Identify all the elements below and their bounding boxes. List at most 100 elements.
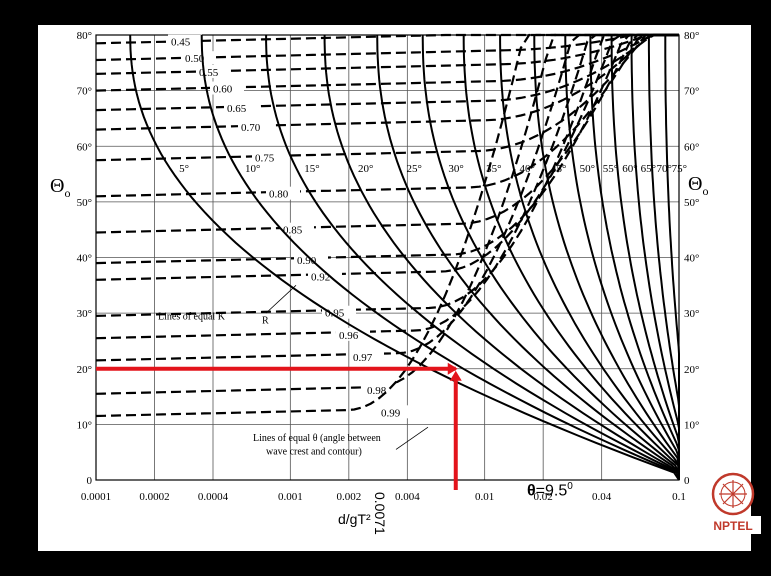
kr-curve <box>95 33 679 265</box>
kr-curve <box>95 33 679 198</box>
x-tick-label: 0.002 <box>336 491 361 503</box>
annotation-kr-arrow <box>265 285 297 314</box>
kr-curve <box>95 33 679 281</box>
y-tick-label-right: 40° <box>684 253 699 265</box>
theta-result: θ=9.50 <box>527 481 573 500</box>
kr-label-bg <box>238 120 272 134</box>
x-axis-label: d/gT² <box>338 511 371 527</box>
theta-curve-label: 45° <box>551 163 566 175</box>
theta-curve-label: 40° <box>520 163 535 175</box>
kr-curve-label: 0.98 <box>367 385 387 397</box>
theta-symbol: θ <box>527 482 536 500</box>
theta-curve-label: 25° <box>407 163 422 175</box>
kr-curve-label: 0.55 <box>199 67 219 79</box>
nptel-logo: NPTEL <box>705 472 761 534</box>
x-tick-label: 0.01 <box>475 491 494 503</box>
x-tick-label: 0.1 <box>672 491 686 503</box>
theta-curve <box>499 35 680 480</box>
y-axis-label-left: Θo <box>50 175 71 200</box>
theta-curve-label: 20° <box>358 163 373 175</box>
y-tick-label-left: 10° <box>77 419 92 431</box>
theta-curve <box>376 34 680 480</box>
y-tick-label-right: 10° <box>684 419 699 431</box>
annotation-theta-line2: wave crest and contour) <box>266 446 362 457</box>
y-tick-label-right: 60° <box>684 141 699 153</box>
theta-curve <box>533 35 680 480</box>
x-tick-label: 0.004 <box>395 491 420 503</box>
theta-curve <box>630 35 680 480</box>
kr-curve-label: 0.65 <box>227 103 247 115</box>
kr-chart: 0.45 0.50 0.55 0.60 0.65 0.70 0.75 0.80 0.85 0.90… <box>77 30 700 503</box>
kr-label-bg <box>168 34 202 48</box>
y-tick-label-right: 0 <box>684 475 690 487</box>
slide: 0.45 0.50 0.55 0.60 0.65 0.70 0.75 0.80 0.85 0.90… <box>38 25 751 551</box>
theta-curve <box>265 35 680 480</box>
kr-curve-label: 0.80 <box>269 189 289 201</box>
kr-curve-label: 0.92 <box>311 272 330 284</box>
kr-curve-label: 0.96 <box>339 330 359 342</box>
y-tick-label-right: 80° <box>684 30 699 42</box>
kr-curve-label: 0.97 <box>353 352 373 364</box>
kr-label-bg <box>280 222 314 236</box>
kr-curve <box>95 33 679 162</box>
kr-label-bg <box>224 100 258 114</box>
y-tick-label-left: 30° <box>77 308 92 320</box>
kr-curve <box>95 33 679 317</box>
theta-curve <box>664 35 680 480</box>
theta-curve <box>421 34 680 480</box>
kr-label-bg <box>266 186 300 200</box>
kr-curve-label: 0.75 <box>255 153 275 165</box>
theta-curve-label: 75° <box>672 163 687 175</box>
kr-curve-label: 0.45 <box>171 37 191 49</box>
theta-curve-label: 30° <box>448 163 463 175</box>
annotation-theta-arrow <box>395 426 429 450</box>
theta-curve-label: 10° <box>245 163 260 175</box>
y-tick-label-left: 60° <box>77 141 92 153</box>
kr-curve-label: 0.99 <box>381 407 401 419</box>
kr-curve <box>95 33 679 112</box>
theta-curve <box>589 35 680 480</box>
kr-curve-label: 0.60 <box>213 84 233 96</box>
y-tick-label-right: 70° <box>684 86 699 98</box>
kr-curve-label: 0.90 <box>297 255 317 267</box>
x-tick-label: 0.04 <box>592 491 612 503</box>
kr-curve <box>95 33 679 340</box>
x-tick-label: 0.0004 <box>198 491 229 503</box>
theta-curve <box>564 35 680 480</box>
readout-value: 0.0071 <box>372 492 388 535</box>
kr-label-bg <box>210 81 244 95</box>
kr-label-bg <box>252 150 286 164</box>
highlight-arrowhead-up <box>449 370 462 381</box>
kr-curve <box>95 33 679 362</box>
y-axis-label-right: Θo <box>688 173 709 198</box>
x-tick-label: 0.0001 <box>81 491 111 503</box>
theta-curve-label: 5° <box>179 163 189 175</box>
theta-curve-label: 60° <box>622 163 637 175</box>
highlight-arrowhead-right <box>447 362 458 375</box>
y-tick-label-left: 70° <box>77 86 92 98</box>
y-tick-label-left: 80° <box>77 30 92 42</box>
kr-label-bg <box>364 383 398 397</box>
y-tick-label-left: 50° <box>77 197 92 209</box>
theta-curve <box>462 35 680 480</box>
plot-frame <box>95 34 680 481</box>
theta-curve-label: 70° <box>657 163 672 175</box>
theta-curve <box>610 35 680 480</box>
kr-label-bg <box>322 305 356 319</box>
y-tick-label-left: 20° <box>77 364 92 376</box>
x-tick-label: 0.02 <box>534 491 553 503</box>
theta-curve <box>129 34 680 481</box>
theta-curve-label: 35° <box>486 163 501 175</box>
theta-curve-label: 50° <box>580 163 595 175</box>
theta-curve-label: 65° <box>641 163 656 175</box>
theta-curve-label: 55° <box>603 163 618 175</box>
x-tick-label: 0.001 <box>278 491 303 503</box>
y-tick-label-right: 20° <box>684 364 699 376</box>
kr-curve <box>95 33 679 131</box>
kr-curve-label: 0.95 <box>325 308 345 320</box>
kr-curve <box>95 33 679 92</box>
annotation-kr-sub: R <box>262 316 269 327</box>
annotation-theta-line1: Lines of equal θ (angle between <box>253 433 381 444</box>
kr-curve <box>95 33 679 75</box>
theta-result-value: =9.5 <box>535 482 568 500</box>
